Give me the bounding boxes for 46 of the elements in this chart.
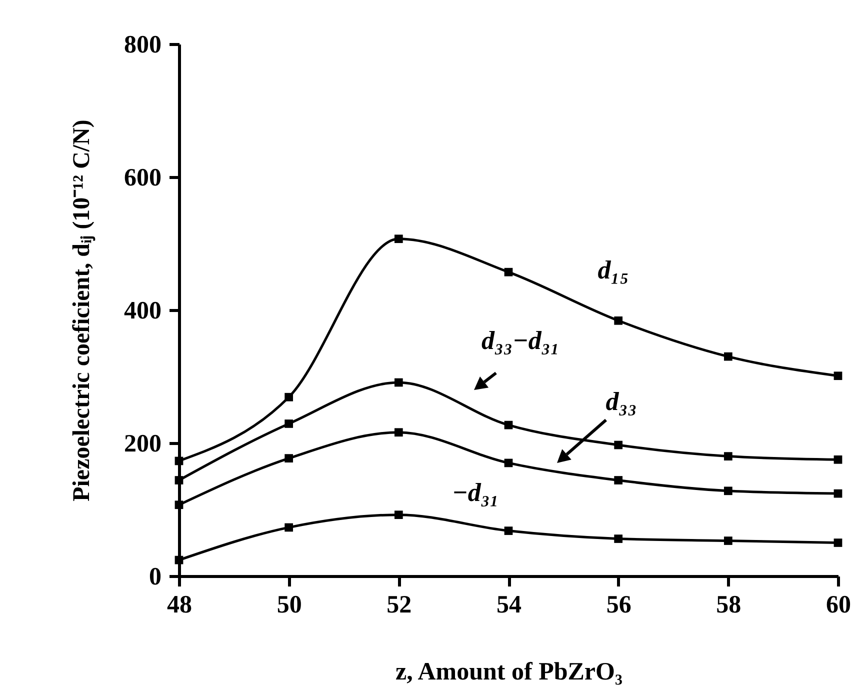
point <box>504 420 513 430</box>
point <box>174 500 184 510</box>
y-tick-label: 600 <box>124 164 162 192</box>
point <box>834 372 842 380</box>
point <box>724 486 732 496</box>
point <box>174 476 184 484</box>
point <box>724 352 732 361</box>
y-tick-label: 0 <box>149 564 162 590</box>
x-tick-label: 48 <box>167 592 192 618</box>
point <box>724 452 732 460</box>
x-tick-label: 54 <box>496 592 522 618</box>
x-tick-label: 58 <box>716 592 742 618</box>
x-tick-label: 52 <box>386 592 412 618</box>
y-axis-title: Piezoelectric coeficient, dᵢⱼ (10⁻¹² C/N) <box>69 120 96 502</box>
point <box>174 556 184 564</box>
point <box>614 476 623 484</box>
point <box>174 456 184 466</box>
point <box>394 234 403 244</box>
y-tick-label: 200 <box>124 430 162 458</box>
x-tick-label: 50 <box>276 592 302 618</box>
series-label: −d₃₁ <box>452 478 499 507</box>
point <box>834 538 842 547</box>
point <box>834 489 842 498</box>
point <box>284 454 294 462</box>
point <box>614 316 623 325</box>
point <box>834 455 842 464</box>
point <box>394 510 403 520</box>
x-axis-title: z, Amount of PbZrO₃ <box>396 658 622 686</box>
x-tick-label: 60 <box>826 592 851 618</box>
point <box>284 420 294 428</box>
point <box>394 428 403 437</box>
y-tick-label: 800 <box>124 32 162 58</box>
point <box>614 534 623 543</box>
point <box>614 440 623 450</box>
series-label: d₁₅ <box>598 256 629 285</box>
point <box>504 526 513 535</box>
x-tick-label: 56 <box>606 592 632 618</box>
text: d₃₃ <box>606 387 637 416</box>
text: d₃₃−d₃₁ <box>481 326 560 356</box>
point <box>284 392 294 402</box>
point <box>504 268 513 276</box>
y-tick-label: 400 <box>124 298 162 324</box>
point <box>724 536 732 545</box>
point <box>504 458 513 468</box>
point <box>284 523 294 532</box>
point <box>394 378 403 387</box>
